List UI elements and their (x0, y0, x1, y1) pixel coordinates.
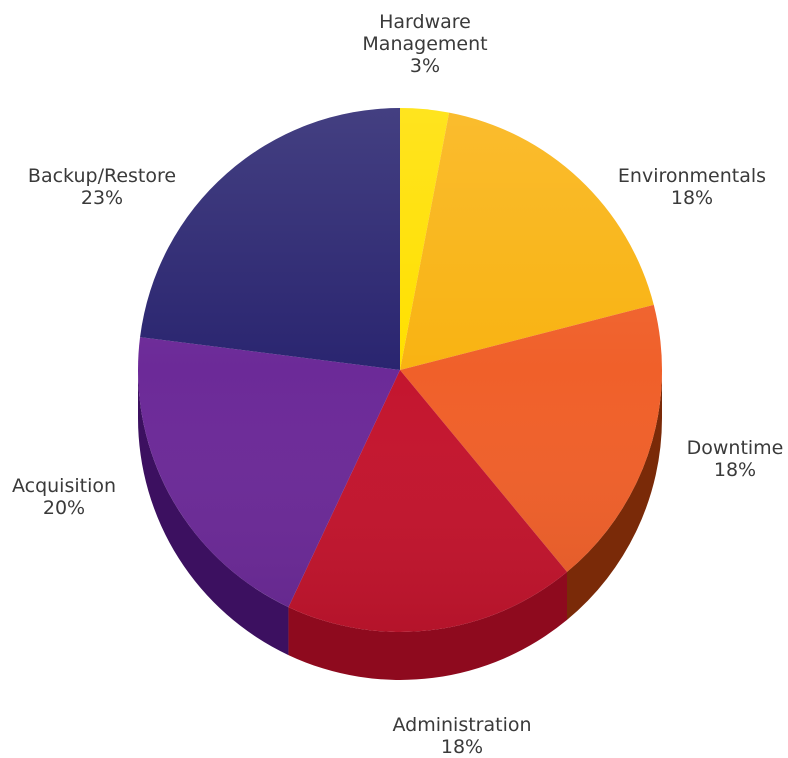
pie-sides (138, 370, 662, 680)
pie-slice-side (288, 571, 568, 680)
slice-label: Hardware Management 3% (362, 11, 487, 77)
slice-label: Backup/Restore 23% (28, 165, 176, 209)
pie-labels: Hardware Management 3% Environmentals 18% Dow… (12, 11, 783, 758)
pie-top (138, 108, 662, 632)
slice-label: Downtime 18% (687, 437, 784, 481)
pie-shine (138, 108, 662, 632)
pie-slice-side (138, 370, 289, 656)
slice-label: Administration 18% (392, 714, 531, 758)
slice-label: Environmentals 18% (618, 165, 766, 209)
slice-label: Acquisition 20% (12, 475, 116, 519)
pie-slice-side (567, 370, 662, 620)
